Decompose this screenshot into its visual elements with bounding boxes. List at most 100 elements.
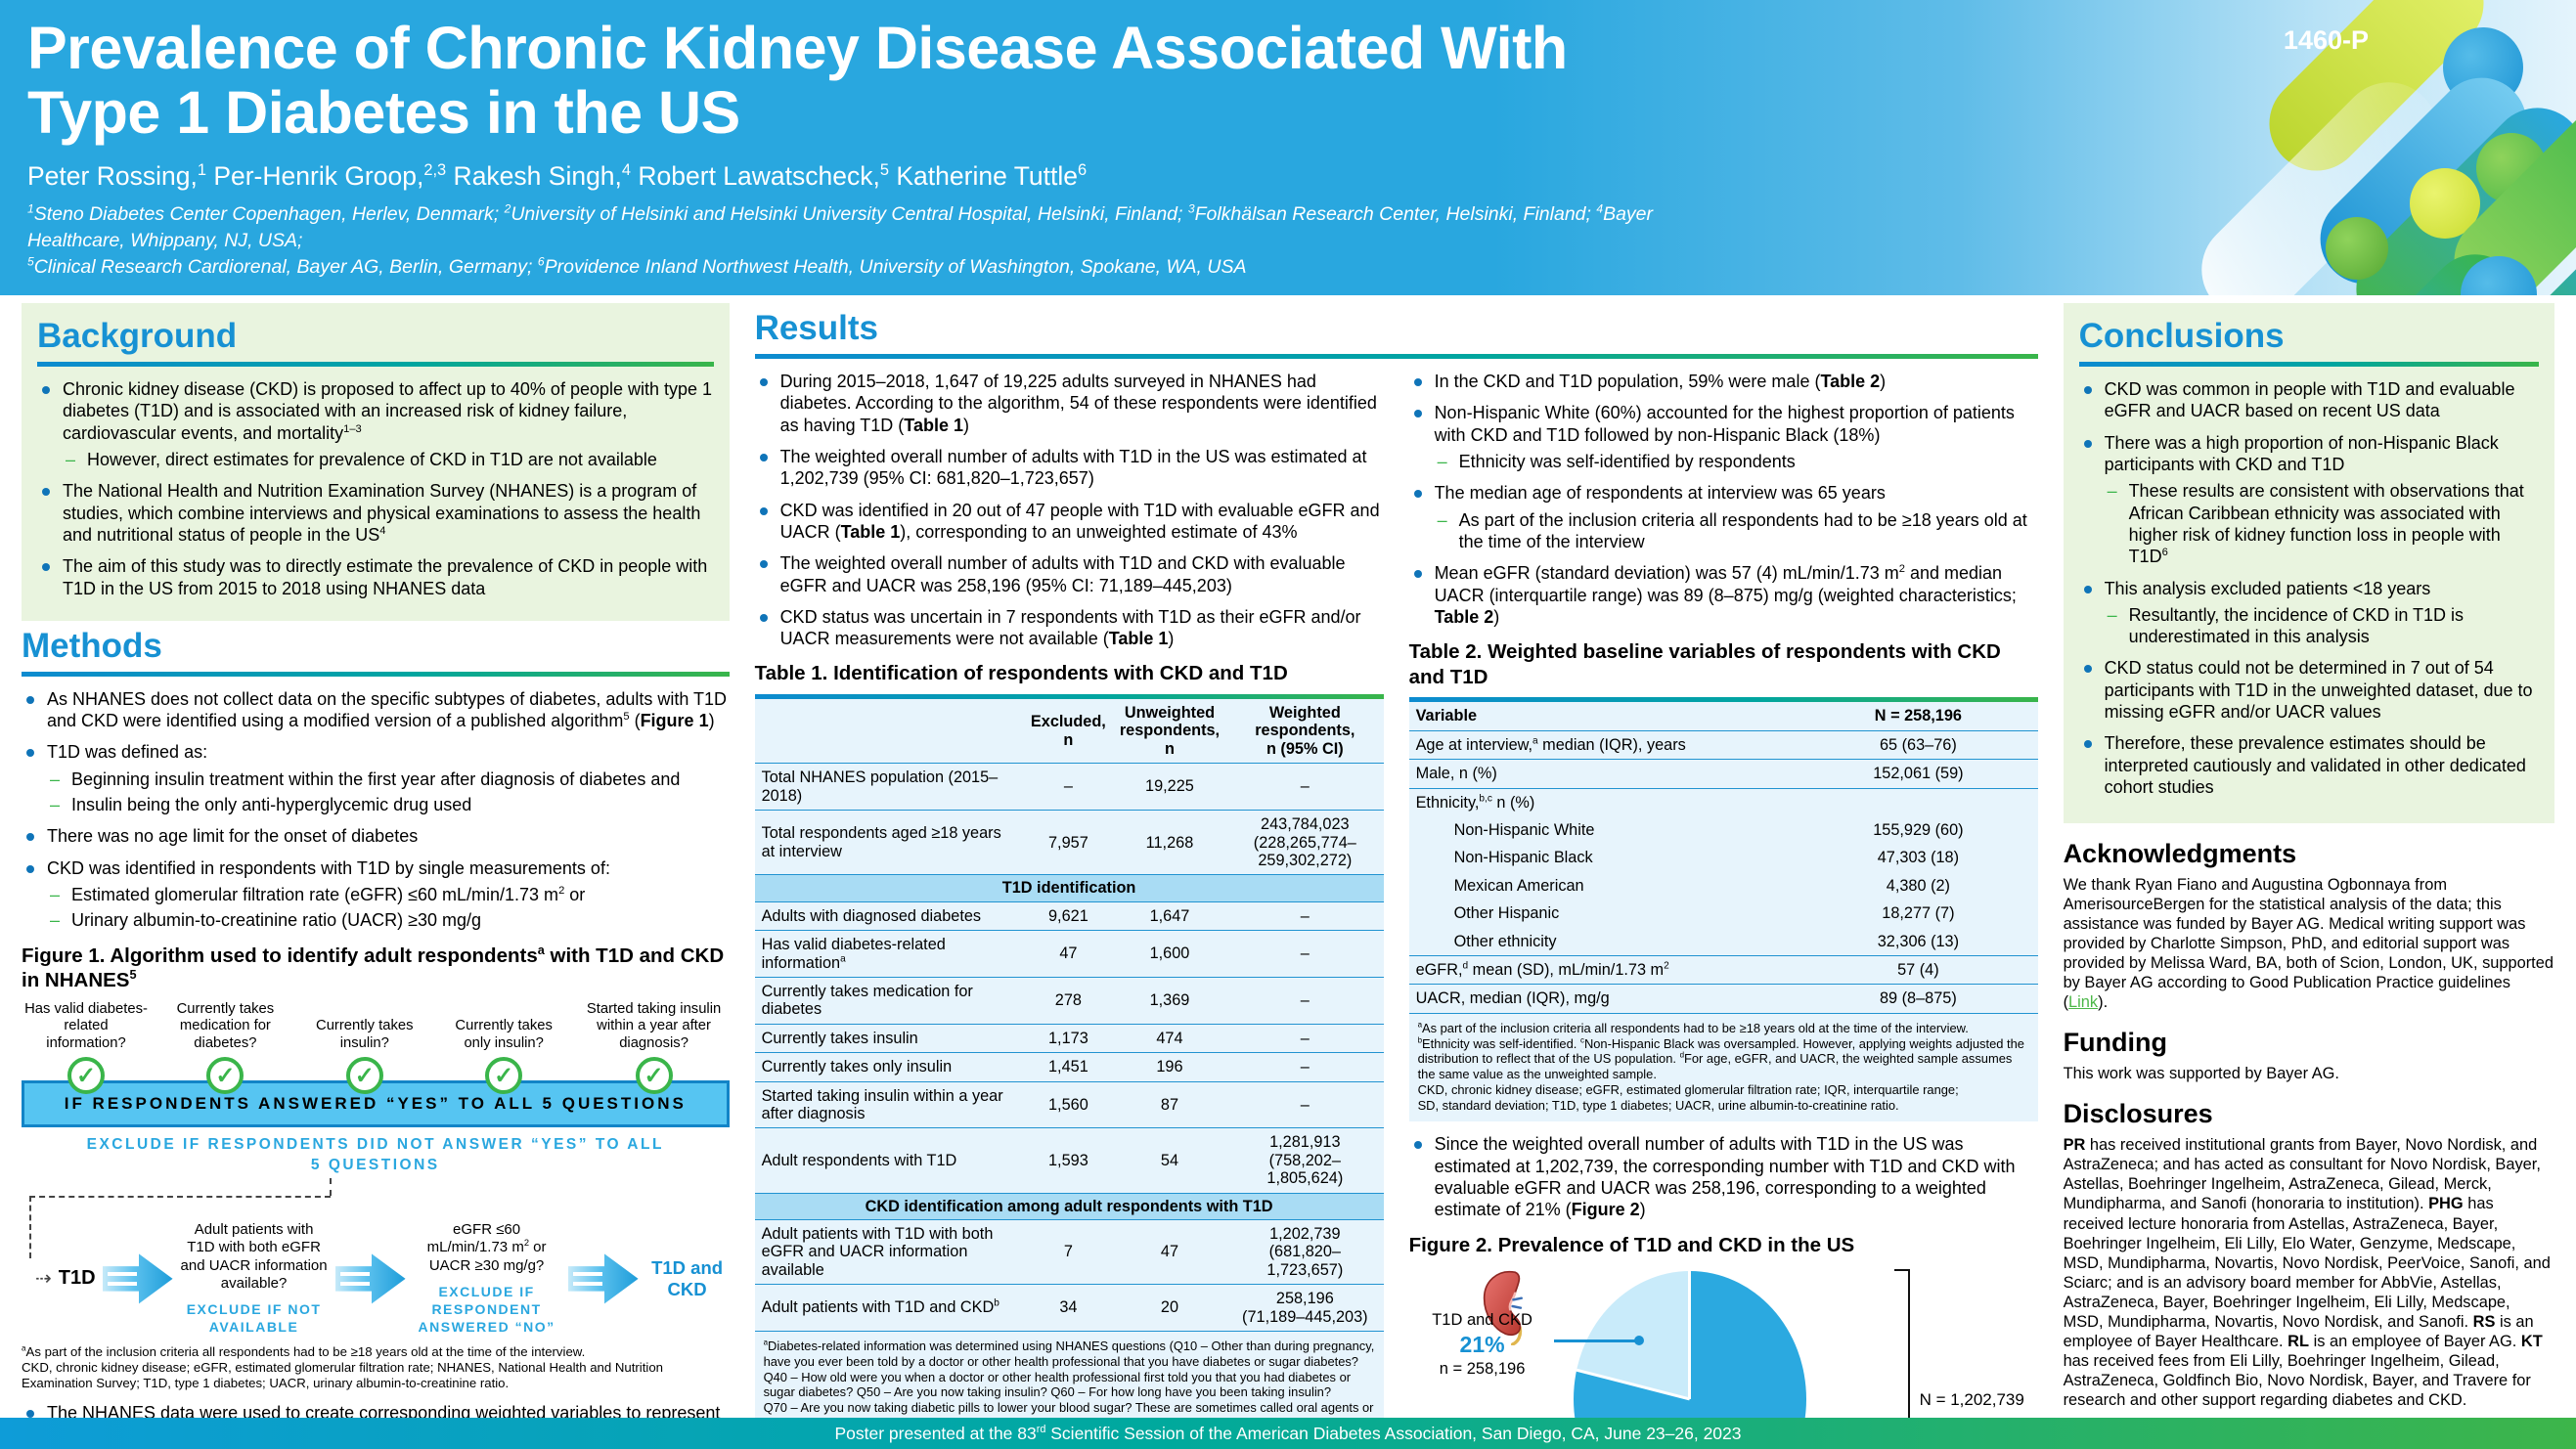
bullet: CKD was identified in respondents with T… bbox=[26, 857, 730, 932]
results-column-2: In the CKD and T1D population, 59% were … bbox=[1408, 371, 2038, 1449]
footer-bar: Poster presented at the 83rd Scientific … bbox=[0, 1418, 2576, 1449]
section-rule bbox=[22, 671, 730, 677]
figure1: Figure 1. Algorithm used to identify adu… bbox=[22, 944, 730, 1392]
decor-circle bbox=[2326, 217, 2388, 280]
sub-bullet: Ethnicity was self-identified by respond… bbox=[1438, 451, 2038, 473]
sub-bullet: Resultantly, the incidence of CKD in T1D… bbox=[2108, 604, 2539, 648]
pie-divider bbox=[1688, 1271, 1692, 1400]
results-column-1: During 2015–2018, 1,647 of 19,225 adults… bbox=[754, 371, 1384, 1449]
table-row: Non-Hispanic White 155,929 (60) bbox=[1453, 821, 1964, 839]
section-rule bbox=[37, 362, 714, 367]
results-title: Results bbox=[754, 309, 878, 347]
bullet: CKD status could not be determined in 7 … bbox=[2083, 657, 2539, 723]
node-egfr-uacr-availability: Adult patients with T1D with both eGFR a… bbox=[180, 1221, 328, 1336]
background-section: Background Chronic kidney disease (CKD) … bbox=[22, 303, 730, 621]
conclusions-title: Conclusions bbox=[2078, 317, 2285, 355]
conclusions-section: Conclusions CKD was common in people wit… bbox=[2063, 303, 2554, 824]
table2: Variable N = 258,196 Age at interview,a … bbox=[1408, 697, 2038, 1122]
column-background-methods: Background Chronic kidney disease (CKD) … bbox=[22, 303, 730, 1444]
bullet: Non-Hispanic White (60%) accounted for t… bbox=[1413, 402, 2038, 473]
decor-circle bbox=[2443, 27, 2523, 108]
acknowledgments-text: We thank Ryan Fiano and Augustina Ogbonn… bbox=[2063, 876, 2554, 1012]
figure1-flow: ⇢ T1D Adult patients with T1D with both … bbox=[22, 1221, 730, 1337]
question-item: Currently takes only insulin? ✓ bbox=[441, 1018, 566, 1095]
table1: Excluded, n Unweighted respondents, n We… bbox=[754, 694, 1384, 1449]
table2-title: Table 2. Weighted baseline variables of … bbox=[1408, 640, 2001, 688]
sub-bullet: However, direct estimates for prevalence… bbox=[66, 449, 714, 471]
check-icon: ✓ bbox=[206, 1057, 244, 1095]
dashed-line bbox=[29, 1196, 31, 1259]
check-icon: ✓ bbox=[345, 1057, 383, 1095]
total-n-label: N = 1,202,739 bbox=[1919, 1390, 2024, 1410]
decor-pill bbox=[2336, 88, 2576, 295]
table-row: Currently takes only insulin 1,451 196 – bbox=[754, 1052, 1384, 1082]
bullet: The weighted overall number of adults wi… bbox=[759, 552, 1384, 596]
sub-bullet: Estimated glomerular filtration rate (eG… bbox=[50, 884, 730, 906]
bullet: The aim of this study was to directly es… bbox=[42, 555, 714, 599]
dashed-arrow-icon: ⇢ bbox=[35, 1268, 52, 1291]
sub-bullet: Insulin being the only anti-hyperglycemi… bbox=[50, 794, 730, 816]
pie-divider bbox=[1573, 1364, 1690, 1401]
arrow-right-icon bbox=[102, 1253, 173, 1304]
bullet: Since the weighted overall number of adu… bbox=[1413, 1133, 2038, 1220]
figure2-title: Figure 2. Prevalence of T1D and CKD in t… bbox=[1408, 1233, 1855, 1256]
decor-pill bbox=[2477, 215, 2576, 295]
check-icon: ✓ bbox=[67, 1057, 105, 1095]
footer-text: Poster presented at the 83rd Scientific … bbox=[834, 1424, 1742, 1443]
bullet: This analysis excluded patients <18 year… bbox=[2083, 578, 2539, 648]
disclosures-title: Disclosures bbox=[2063, 1099, 2213, 1129]
bullet: Chronic kidney disease (CKD) is proposed… bbox=[42, 378, 714, 471]
results-bullets-3: Since the weighted overall number of adu… bbox=[1409, 1133, 2038, 1220]
table-row: Started taking insulin within a year aft… bbox=[754, 1081, 1384, 1129]
gpp-guidelines-link[interactable]: Link bbox=[2068, 993, 2099, 1012]
table1-title: Table 1. Identification of respondents w… bbox=[754, 662, 1288, 685]
figure1-exclude-note: EXCLUDE IF RESPONDENTS DID NOT ANSWER “Y… bbox=[86, 1136, 664, 1174]
methods-bullets: As NHANES does not collect data on the s… bbox=[22, 688, 730, 932]
authors-line: Peter Rossing,1 Per-Henrik Groop,2,3 Rak… bbox=[27, 160, 1088, 191]
figure1-connector bbox=[22, 1176, 730, 1259]
bullet: During 2015–2018, 1,647 of 19,225 adults… bbox=[759, 371, 1384, 436]
table-row: Adults with diagnosed diabetes 9,621 1,6… bbox=[754, 901, 1384, 932]
node-t1d: T1D bbox=[58, 1267, 96, 1290]
bullet: CKD status was uncertain in 7 respondent… bbox=[759, 606, 1384, 650]
bullet: In the CKD and T1D population, 59% were … bbox=[1413, 371, 2038, 392]
sub-bullet: These results are consistent with observ… bbox=[2108, 480, 2539, 567]
bullet: Therefore, these prevalence estimates sh… bbox=[2083, 732, 2539, 798]
dashed-line bbox=[330, 1178, 332, 1197]
poster-title: Prevalence of Chronic Kidney Disease Ass… bbox=[27, 15, 1568, 147]
affiliations: 1Steno Diabetes Center Copenhagen, Herle… bbox=[27, 201, 1690, 281]
table-row: Other ethnicity 32,306 (13) bbox=[1408, 927, 2038, 957]
bullet: T1D was defined as: Beginning insulin tr… bbox=[26, 741, 730, 816]
table-row: Adult patients with T1D with both eGFR a… bbox=[754, 1219, 1384, 1286]
bullet: As NHANES does not collect data on the s… bbox=[26, 688, 730, 732]
arrow-right-icon bbox=[567, 1253, 639, 1304]
table-row: Mexican American 4,380 (2) bbox=[1453, 876, 1950, 895]
table-row: Total NHANES population (2015–2018) – 19… bbox=[754, 763, 1384, 812]
sub-bullet: As part of the inclusion criteria all re… bbox=[1438, 509, 2038, 553]
leader-line bbox=[1553, 1336, 1644, 1345]
section-rule bbox=[2078, 362, 2539, 367]
results-bullets-1: During 2015–2018, 1,647 of 19,225 adults… bbox=[755, 371, 1384, 649]
figure1-title: Figure 1. Algorithm used to identify adu… bbox=[22, 942, 725, 992]
bullet: The median age of respondents at intervi… bbox=[1413, 482, 2038, 553]
table-row: Ethnicity,b,c n (%) bbox=[1415, 793, 1535, 812]
table-row: UACR, median (IQR), mg/g 89 (8–875) bbox=[1408, 984, 2038, 1014]
question-item: Currently takes medication for diabetes?… bbox=[162, 1001, 288, 1095]
background-bullets: Chronic kidney disease (CKD) is proposed… bbox=[37, 378, 714, 599]
section-rule bbox=[754, 354, 2038, 359]
sub-bullet: Beginning insulin treatment within the f… bbox=[50, 768, 730, 791]
arrow-right-icon bbox=[334, 1253, 406, 1304]
figure1-footnote: aAs part of the inclusion criteria all r… bbox=[22, 1343, 663, 1391]
table-row: Non-Hispanic Black 47,303 (18) bbox=[1453, 849, 1960, 867]
kidney-icon bbox=[1483, 1271, 1523, 1346]
bullet: The weighted overall number of adults wi… bbox=[759, 446, 1384, 490]
table-row: Total respondents aged ≥18 years at inte… bbox=[754, 810, 1384, 876]
table2-header-row: Variable N = 258,196 bbox=[1408, 702, 2038, 731]
affiliation-line-2: 5Clinical Research Cardiorenal, Bayer AG… bbox=[27, 254, 1247, 278]
results-bullets-2: In the CKD and T1D population, 59% were … bbox=[1409, 371, 2038, 628]
table-row: Has valid diabetes-related informationa … bbox=[754, 930, 1384, 978]
table-row: Currently takes medication for diabetes … bbox=[754, 977, 1384, 1025]
question-item: Currently takes insulin? ✓ bbox=[302, 1018, 427, 1095]
results-section: Results During 2015–2018, 1,647 of 19,22… bbox=[754, 303, 2038, 1449]
